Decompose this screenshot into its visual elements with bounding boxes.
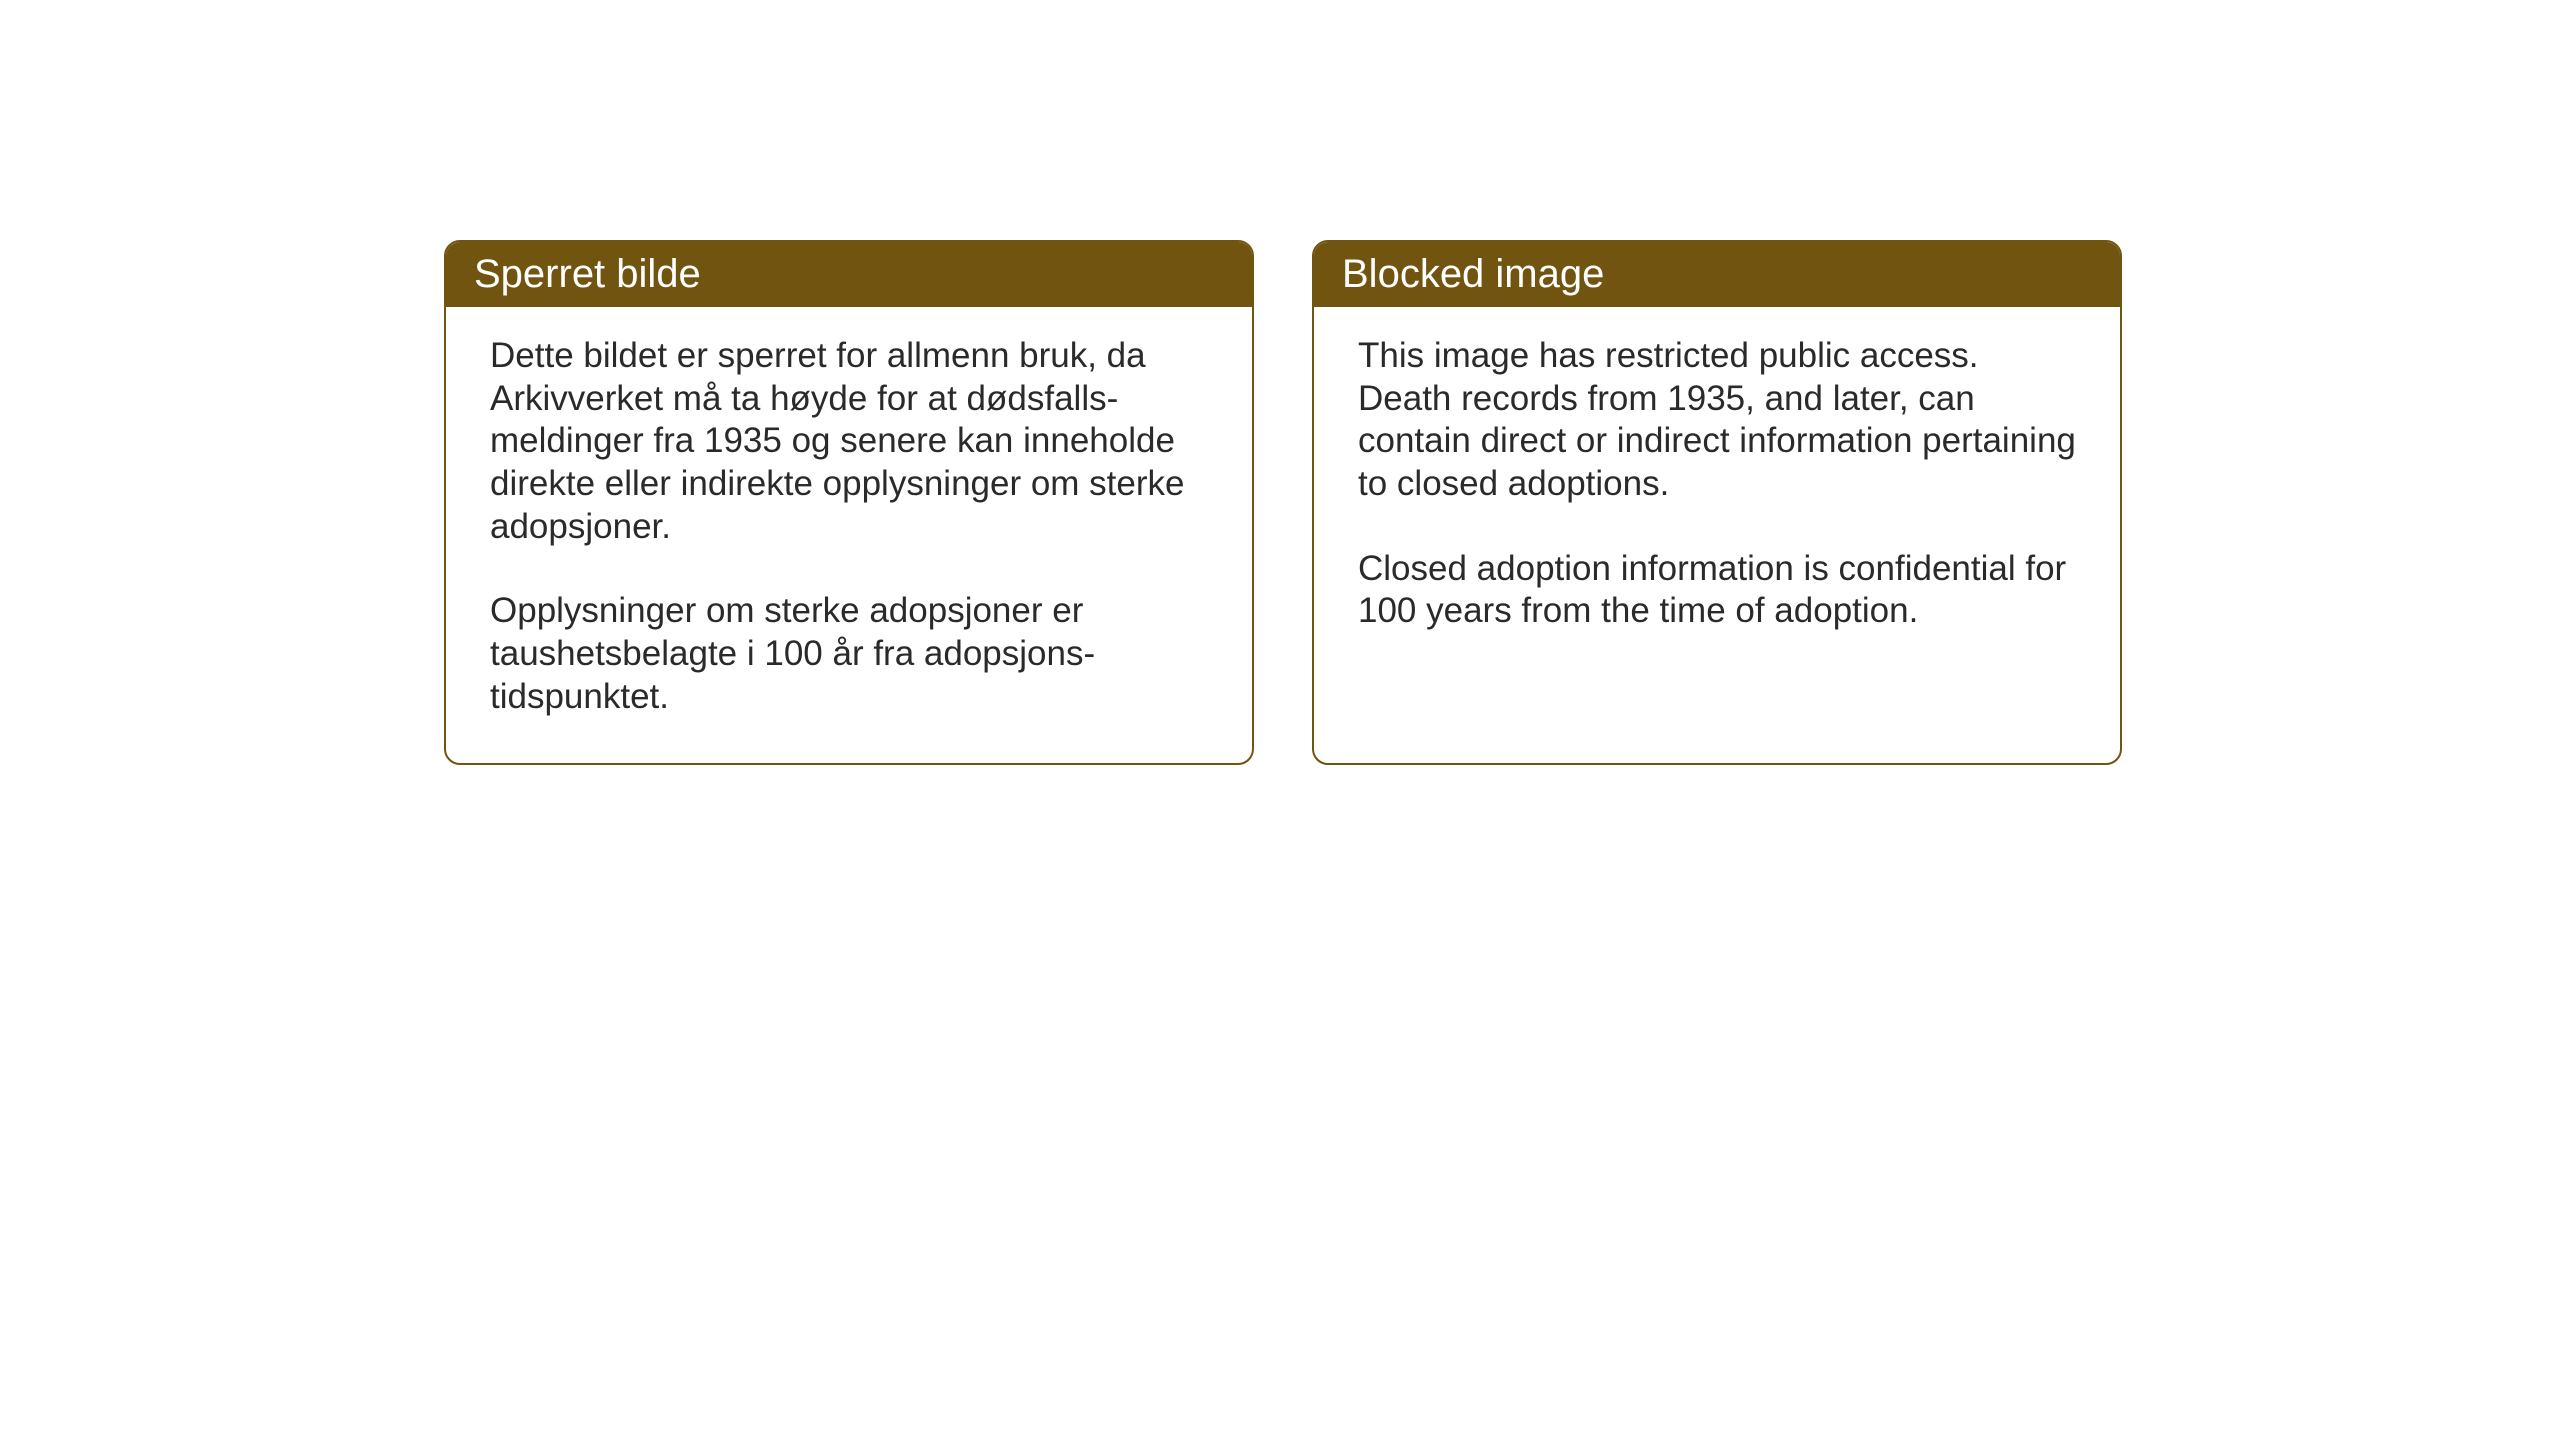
card-body-english: This image has restricted public access.… <box>1314 307 2120 729</box>
card-paragraph1-norwegian: Dette bildet er sperret for allmenn bruk… <box>490 335 1208 548</box>
notice-cards-container: Sperret bilde Dette bildet er sperret fo… <box>444 240 2122 765</box>
card-paragraph2-norwegian: Opplysninger om sterke adopsjoner er tau… <box>490 590 1208 718</box>
notice-card-english: Blocked image This image has restricted … <box>1312 240 2122 765</box>
card-title-english: Blocked image <box>1342 252 1604 296</box>
card-title-norwegian: Sperret bilde <box>474 252 701 296</box>
card-header-norwegian: Sperret bilde <box>446 242 1252 307</box>
notice-card-norwegian: Sperret bilde Dette bildet er sperret fo… <box>444 240 1254 765</box>
card-header-english: Blocked image <box>1314 242 2120 307</box>
card-body-norwegian: Dette bildet er sperret for allmenn bruk… <box>446 307 1252 763</box>
card-paragraph2-english: Closed adoption information is confident… <box>1358 548 2076 633</box>
card-paragraph1-english: This image has restricted public access.… <box>1358 335 2076 506</box>
